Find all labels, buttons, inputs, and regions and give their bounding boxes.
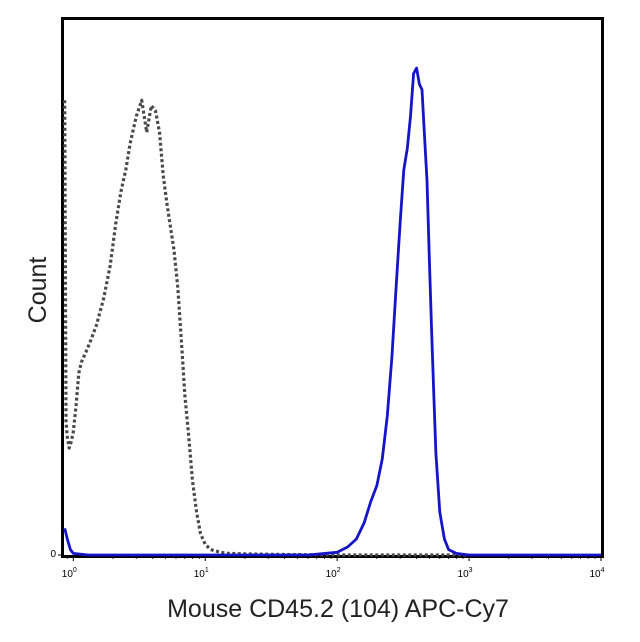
isotype-control-histogram bbox=[63, 98, 470, 557]
plot-area bbox=[61, 17, 604, 558]
x-tick-label: 100 bbox=[62, 567, 77, 580]
x-tick-label: 103 bbox=[458, 567, 473, 580]
series-layer bbox=[63, 66, 601, 557]
plot-frame bbox=[61, 17, 604, 558]
x-axis-ticks: 100 101 102 103 104 bbox=[62, 556, 605, 580]
y-tick-label: 0 bbox=[50, 549, 56, 560]
x-tick-label: 104 bbox=[589, 567, 604, 580]
y-axis-title: Count bbox=[24, 257, 52, 324]
x-axis-title: Mouse CD45.2 (104) APC-Cy7 bbox=[167, 595, 509, 623]
x-tick-label: 102 bbox=[326, 567, 341, 580]
x-tick-label: 101 bbox=[194, 567, 209, 580]
stained-sample-histogram bbox=[63, 66, 601, 557]
y-axis-ticks: 0 bbox=[50, 549, 63, 560]
